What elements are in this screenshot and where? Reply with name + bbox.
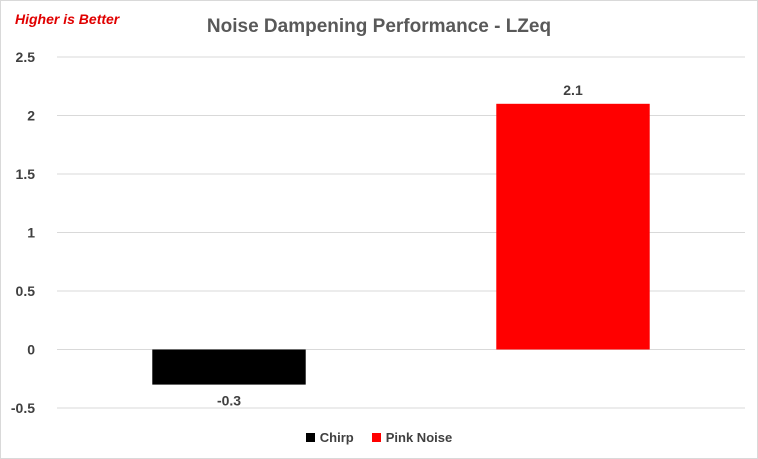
y-tick-label: 0.5	[16, 283, 36, 299]
legend-swatch-chirp	[305, 433, 315, 442]
legend-item-pink-noise: Pink Noise	[371, 430, 453, 445]
legend-item-chirp: Chirp	[305, 430, 354, 445]
y-tick-label: 2	[27, 108, 35, 124]
bar-pink-noise	[496, 103, 650, 350]
data-label-pink-noise: 2.1	[563, 82, 583, 98]
chart-title: Noise Dampening Performance - LZeq	[206, 16, 552, 37]
chart-legend: Chirp Pink Noise	[1, 430, 757, 445]
y-tick-label: 1.5	[16, 166, 36, 182]
bar-chirp	[152, 349, 306, 385]
legend-label-pink-noise: Pink Noise	[385, 430, 453, 445]
legend-swatch-pink-noise	[371, 433, 381, 442]
y-tick-label: 1	[27, 225, 35, 241]
higher-is-better-note: Higher is Better	[15, 11, 120, 27]
data-label-chirp: -0.3	[217, 393, 241, 409]
y-tick-label: 2.5	[16, 49, 36, 65]
y-tick-label: -0.5	[11, 400, 35, 416]
legend-label-chirp: Chirp	[319, 430, 354, 445]
y-tick-label: 0	[27, 342, 35, 358]
